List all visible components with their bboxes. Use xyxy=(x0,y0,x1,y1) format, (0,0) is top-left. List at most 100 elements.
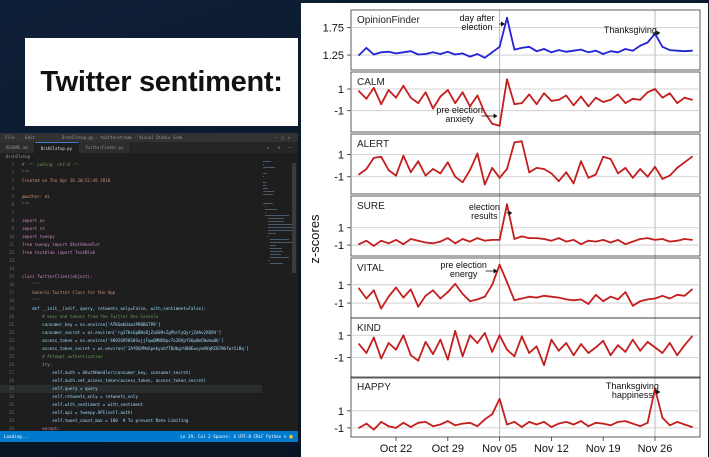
code-line[interactable]: 4 xyxy=(0,185,262,193)
code-line[interactable]: 23 access_token = os.environ['40926958S0… xyxy=(0,337,262,345)
minimap-line xyxy=(270,251,283,252)
minimap-line xyxy=(270,263,284,264)
minimap-line xyxy=(270,242,292,243)
code-line[interactable]: 19 def __init__(self, query, retweets_on… xyxy=(0,305,262,313)
data-point xyxy=(624,48,627,50)
data-point xyxy=(550,100,553,102)
line-number: 10 xyxy=(8,234,14,239)
minimap[interactable] xyxy=(263,161,292,281)
data-point xyxy=(565,94,568,97)
code-line[interactable]: 8 import os xyxy=(0,217,262,225)
code-area[interactable]: 1 # -*- coding: utf-8 -*- 2 """ 3 Created on … xyxy=(0,161,298,439)
code-line[interactable]: 1 # -*- coding: utf-8 -*- xyxy=(0,161,262,169)
line-number: 32 xyxy=(8,410,14,415)
code-line[interactable]: 27 self.auth = OAuthHandler(consumer_key… xyxy=(0,369,262,377)
data-point xyxy=(676,354,679,357)
menu-edit[interactable]: Edit xyxy=(25,135,35,140)
breadcrumb[interactable]: OrchClstvp xyxy=(6,154,31,159)
code-line[interactable]: 28 self.auth.set_access_token(access_tok… xyxy=(0,377,262,385)
data-point xyxy=(520,235,523,238)
data-point xyxy=(402,296,405,299)
code-line[interactable]: 25 # Attempt authentication xyxy=(0,353,262,361)
menu-file[interactable]: File xyxy=(5,135,15,140)
code-text: # keys and tokens from the Twitter Dev C… xyxy=(22,314,159,319)
code-line[interactable]: 10 import tweepy xyxy=(0,233,262,241)
tab-orchclstvp[interactable]: OrchClstvp.py xyxy=(34,142,79,154)
data-point xyxy=(409,96,412,99)
tab-twitterfinder[interactable]: TwitterFinder.py xyxy=(79,142,131,153)
data-point xyxy=(461,238,464,240)
data-point xyxy=(402,334,405,337)
data-point xyxy=(587,303,590,305)
code-line[interactable]: 6 """ xyxy=(0,201,262,209)
data-point xyxy=(454,242,457,245)
data-point xyxy=(587,105,590,108)
code-line[interactable]: 16 ''' xyxy=(0,281,262,289)
data-point xyxy=(424,241,427,244)
code-line[interactable]: 12 from textblob import TextBlob xyxy=(0,249,262,257)
data-point xyxy=(624,350,627,353)
code-line[interactable]: 5 @author: mi xyxy=(0,193,262,201)
code-line[interactable]: 22 consumer_secret = os.environ['rg37KxG… xyxy=(0,329,262,337)
data-point xyxy=(676,293,679,296)
code-line[interactable]: 21 consumer_key = os.environ['ATKGmbUzmz… xyxy=(0,321,262,329)
y-tick-label: -1 xyxy=(334,106,344,118)
code-line[interactable]: 30 self.retweets_only = retweets_only xyxy=(0,393,262,401)
data-point xyxy=(617,298,619,301)
data-point xyxy=(676,49,679,52)
code-line[interactable]: 7 xyxy=(0,209,262,217)
editor-scrollbar[interactable] xyxy=(292,163,296,273)
code-line[interactable]: 29 self.query = query xyxy=(0,385,262,393)
line-number: 13 xyxy=(8,258,14,263)
code-line[interactable]: 13 xyxy=(0,257,262,265)
code-line[interactable]: 11 from tweepy import OAuthHandler xyxy=(0,241,262,249)
data-point xyxy=(624,166,627,169)
code-line[interactable]: 2 """ xyxy=(0,169,262,177)
data-point xyxy=(491,413,494,416)
code-text: ''' xyxy=(22,282,40,287)
code-line[interactable]: 20 # keys and tokens from the Twitter De… xyxy=(0,313,262,321)
y-tick-label: 1 xyxy=(338,280,344,292)
code-text: self.retweets_only = retweets_only xyxy=(22,394,138,399)
minimap-line xyxy=(265,215,290,216)
code-line[interactable]: 33 self.tweet_count_max = 100 # To preve… xyxy=(0,417,262,425)
code-line[interactable]: 31 self.with_sentiment = with_sentiment xyxy=(0,401,262,409)
data-point xyxy=(572,299,575,302)
data-point xyxy=(513,238,516,240)
x-tick-label: Nov 26 xyxy=(638,443,673,455)
data-point xyxy=(476,425,479,428)
data-point xyxy=(565,298,568,301)
code-line[interactable]: 14 xyxy=(0,265,262,273)
data-point xyxy=(602,53,605,55)
data-point xyxy=(491,166,494,169)
line-number: 2 xyxy=(11,170,14,175)
minimap-line xyxy=(270,254,282,255)
data-point xyxy=(358,173,360,176)
code-line[interactable]: 26 try: xyxy=(0,361,262,369)
data-point xyxy=(565,421,568,423)
status-right[interactable]: Ln 29, Col 2 Spaces: 4 UTF-8 CRLF Python… xyxy=(180,434,294,439)
code-line[interactable]: 3 Created on Thu Apr 16 20:52:49 2018 xyxy=(0,177,262,185)
code-line[interactable]: 9 import re xyxy=(0,225,262,233)
code-line[interactable]: 24 access_token_secret = os.environ['IAf… xyxy=(0,345,262,353)
data-point xyxy=(491,350,494,353)
code-line[interactable]: 15 class TwitterClient(object): xyxy=(0,273,262,281)
minimap-line xyxy=(263,161,272,162)
tab-readme[interactable]: README.md xyxy=(0,142,35,153)
run-icon[interactable]: ▷ ⊡ ⋯ xyxy=(266,145,294,150)
data-point xyxy=(380,307,383,310)
data-point xyxy=(580,343,582,346)
data-point xyxy=(602,422,605,425)
data-point xyxy=(543,92,545,95)
code-line[interactable]: 17 Generic Twitter Class for the App xyxy=(0,289,262,297)
code-line[interactable]: 34 except: xyxy=(0,425,262,433)
code-text: import os xyxy=(22,218,45,223)
code-text: consumer_secret = os.environ['rg37KxGpBH… xyxy=(22,330,222,335)
window-controls[interactable]: –□✕ xyxy=(274,135,294,140)
code-line[interactable]: 32 self.api = tweepy.API(self.auth) xyxy=(0,409,262,417)
code-line[interactable]: 18 ''' xyxy=(0,297,262,305)
data-point xyxy=(439,297,442,300)
data-point xyxy=(631,338,634,341)
data-point xyxy=(498,45,501,48)
code-text: @author: mi xyxy=(22,194,50,199)
